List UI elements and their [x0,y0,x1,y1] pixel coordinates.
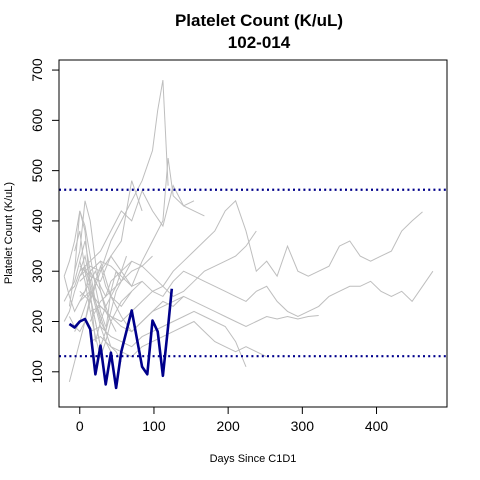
y-tick-label: 300 [29,259,45,283]
background-series-line-2 [68,210,122,342]
background-series-line-6 [74,200,117,332]
background-series-line-21 [89,320,267,358]
highlight-series-group [68,288,174,390]
background-series-line-4 [63,264,112,352]
background-series-line-13 [79,184,195,272]
background-series-group [63,80,434,383]
y-tick-label: 100 [29,360,45,384]
x-tick-label: 200 [216,418,240,434]
y-tick-label: 400 [29,209,45,233]
background-series-line-9 [79,261,133,359]
background-series-line-10 [74,290,122,362]
y-axis-label: Platelet Count (K/uL) [3,182,15,284]
background-series-line-17 [79,270,434,323]
reference-lines-group [59,188,447,358]
x-tick-label: 400 [365,418,389,434]
background-series-line-5 [68,240,127,324]
chart-title: Platelet Count (K/uL) [175,11,343,30]
y-tick-label: 200 [29,310,45,334]
background-series-line-18 [89,230,257,322]
background-series-line-24 [68,279,112,333]
background-series-line-19 [89,295,319,333]
y-axis: 100 200 300 400 500 600 700 [29,58,60,384]
y-tick-label: 500 [29,159,45,183]
x-axis-label: Days Since C1D1 [210,453,297,465]
x-axis: 0 100 200 300 400 [76,406,389,434]
background-series-line-16 [79,199,423,292]
plot-frame [58,59,448,408]
chart-subtitle: 102-014 [228,33,291,52]
y-tick-label: 600 [29,108,45,132]
background-series-line-14 [79,158,205,288]
y-tick-label: 700 [29,58,45,82]
x-tick-label: 100 [142,418,166,434]
x-tick-label: 0 [76,418,84,434]
background-series-line-12 [79,80,169,277]
background-series-line-23 [63,210,107,327]
highlight-series-line [68,288,174,390]
x-tick-label: 300 [291,418,315,434]
